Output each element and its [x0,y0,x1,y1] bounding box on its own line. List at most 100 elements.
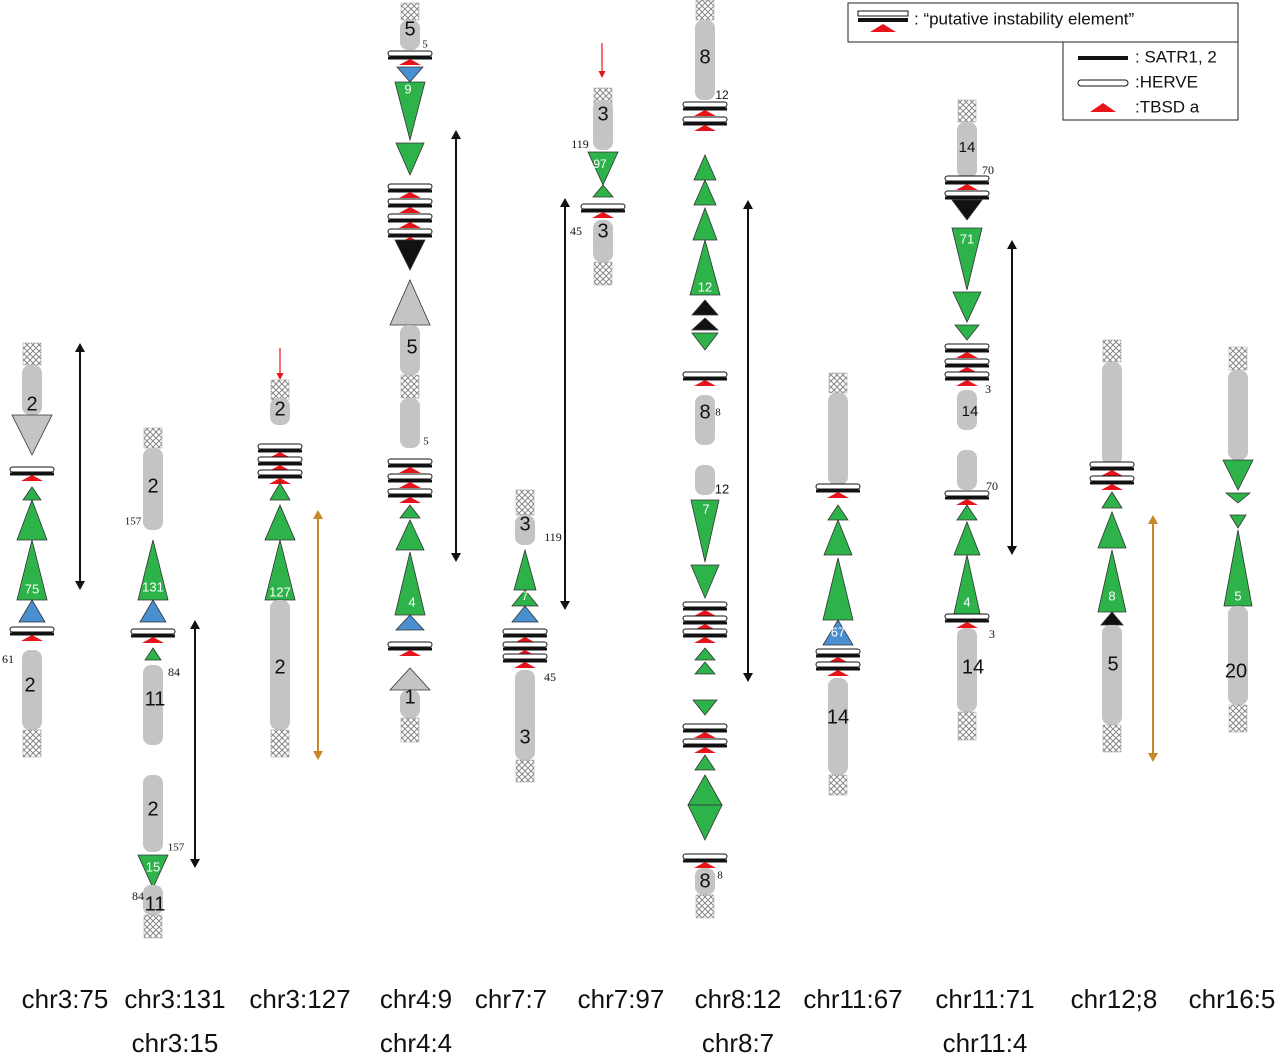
triangle [689,238,721,296]
segment-label: 5 [1107,653,1118,675]
tbsd [956,352,978,358]
tbsd [694,747,716,753]
segment-label: 9 [404,81,411,96]
segment-label: 97 [593,157,607,171]
legend-tbsd [870,24,896,32]
column-caption: chr12;8 [1071,984,1158,1014]
segment-label: 119 [571,137,589,151]
triangle [396,66,424,83]
legend-herve [857,10,909,17]
tbsd [21,635,43,641]
segment-label: 11 [145,893,166,915]
arrow-head [313,751,323,760]
segment-label: 70 [982,163,994,177]
segment-label: 8 [717,870,723,882]
chromosome: 5 20 [1222,346,1254,733]
herve-bar [815,648,861,655]
segment-label: 4 [963,594,970,609]
arrow-head [1148,515,1158,524]
arrow-head [560,601,570,610]
telomere [22,342,42,366]
chromosome: 2 127 2 [257,379,303,758]
segment-label: 119 [544,530,562,544]
column-caption: chr11:4 [943,1028,1028,1058]
segment [515,515,535,545]
telomere [400,374,420,399]
column-caption: chr3:131 [124,984,225,1014]
triangle [389,279,431,326]
segment [143,775,163,852]
segment [515,670,535,760]
segment [1228,606,1248,705]
triangle [394,239,426,271]
herve-bar [682,628,728,635]
tbsd [694,637,716,643]
tbsd [956,622,978,628]
tbsd [399,482,421,488]
arrow-head [75,343,85,352]
herve-bar [682,371,728,378]
legend-text: : SATR1, 2 [1135,47,1217,66]
herve-bar [387,228,433,235]
column-caption: chr4:4 [380,1028,452,1058]
span-arrow [1007,240,1017,555]
tbsd [399,497,421,503]
herve-bar [682,116,728,123]
telomere [270,729,290,758]
segment [695,395,715,445]
tbsd [399,222,421,228]
arrow-head [560,198,570,207]
triangle [16,498,48,541]
arrow-head [75,581,85,590]
segment-label: 5 [404,18,415,40]
segment-label: 127 [269,584,291,599]
telomere [400,717,420,743]
span-arrow [560,198,570,610]
segment-label: 61 [2,652,14,666]
triangle [691,332,719,351]
telomere [143,914,163,939]
segment-label: 2 [24,674,35,696]
segment [270,600,290,730]
tbsd [514,662,536,668]
span-arrow [1148,515,1158,762]
segment [1102,362,1122,465]
segment [695,465,715,495]
arrow-head [1007,240,1017,249]
triangle [395,614,425,631]
herve-bar [944,613,990,620]
chromosome: 85 [1089,339,1135,753]
herve-bar [682,601,728,608]
column-caption: chr7:97 [578,984,665,1014]
tbsd [1101,470,1123,476]
arrow-head [1148,753,1158,762]
herve-bar [387,50,433,57]
segment-label: 3 [519,726,530,748]
triangle [687,804,723,841]
segment-label: 3 [519,513,530,535]
triangle [395,142,425,176]
tbsd [142,637,164,643]
segment-label: 5 [422,39,428,51]
span-arrow [743,200,753,682]
legend-text: :TBSD a [1135,97,1200,116]
segment-label: 67 [831,624,845,639]
herve-bar [387,488,433,495]
segment-label: 75 [25,581,39,596]
arrow-head [276,373,284,380]
triangle [822,557,854,621]
triangle [954,324,980,341]
segment [400,325,420,375]
segment-label: 2 [147,798,158,820]
herve-bar [387,473,433,480]
legend: : “putative instability element” : SATR1… [847,2,1239,121]
triangle [692,206,718,241]
tbsd [1101,484,1123,490]
herve-bar [257,443,303,450]
triangle [951,227,983,291]
telomere [957,711,977,741]
herve-bar [257,469,303,476]
column-caption: chr8:12 [695,984,782,1014]
